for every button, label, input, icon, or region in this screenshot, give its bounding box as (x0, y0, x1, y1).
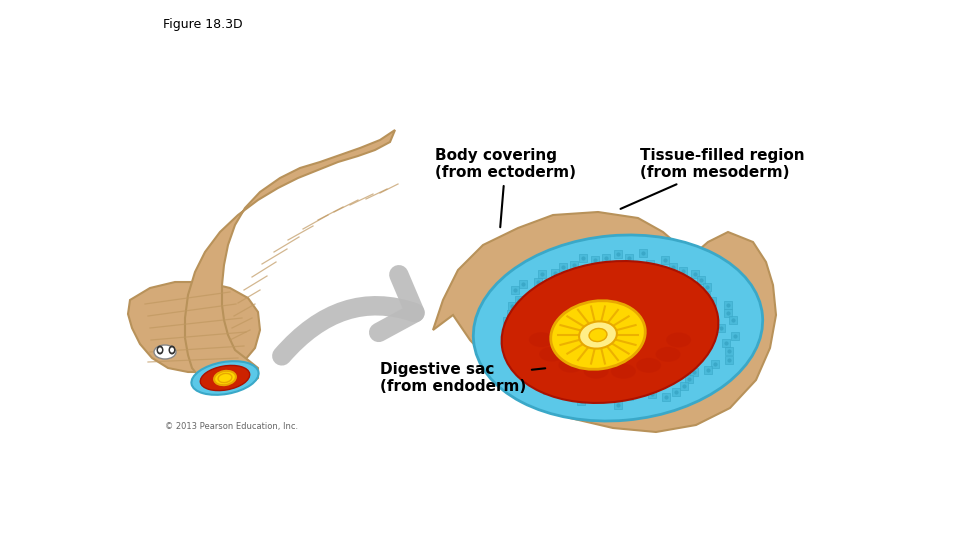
Bar (579, 254, 587, 262)
Bar (725, 355, 733, 363)
Text: Figure 18.3D: Figure 18.3D (163, 18, 243, 31)
Bar (724, 301, 732, 309)
Bar (570, 261, 578, 269)
Bar (503, 347, 511, 355)
Bar (679, 267, 686, 275)
Bar (509, 302, 516, 310)
Text: Digestive sac
(from endoderm): Digestive sac (from endoderm) (380, 362, 545, 394)
Bar (551, 269, 559, 277)
Bar (661, 256, 669, 264)
Text: © 2013 Pearson Education, Inc.: © 2013 Pearson Education, Inc. (165, 422, 299, 431)
Bar (662, 393, 670, 401)
Bar (539, 271, 546, 279)
Ellipse shape (502, 261, 718, 403)
Bar (591, 393, 599, 401)
Bar (702, 292, 709, 300)
Ellipse shape (559, 357, 584, 373)
Bar (543, 387, 551, 394)
Bar (708, 297, 716, 305)
Ellipse shape (169, 346, 176, 354)
Ellipse shape (636, 358, 661, 373)
Bar (512, 286, 519, 294)
Bar (690, 270, 699, 278)
Bar (717, 324, 725, 332)
Bar (509, 324, 516, 332)
Bar (725, 347, 732, 355)
Ellipse shape (156, 346, 163, 354)
Bar (711, 360, 719, 368)
Ellipse shape (529, 332, 554, 347)
Polygon shape (185, 130, 395, 388)
Bar (543, 374, 551, 382)
FancyArrowPatch shape (282, 275, 415, 356)
Bar (534, 278, 542, 286)
Bar (731, 332, 739, 340)
Bar (672, 388, 680, 396)
Bar (512, 353, 519, 361)
Bar (685, 375, 693, 383)
Bar (524, 357, 532, 365)
Bar (722, 339, 730, 347)
Ellipse shape (191, 361, 258, 395)
Ellipse shape (473, 235, 762, 421)
Bar (729, 316, 737, 325)
Text: Body covering
(from ectoderm): Body covering (from ectoderm) (435, 148, 576, 227)
Bar (504, 332, 512, 340)
Bar (515, 296, 522, 304)
Bar (559, 263, 566, 271)
Ellipse shape (611, 364, 636, 379)
Bar (646, 260, 655, 268)
Bar (690, 368, 698, 376)
Bar (724, 309, 732, 317)
Bar (508, 309, 516, 318)
Bar (516, 369, 525, 377)
Bar (501, 339, 510, 347)
Ellipse shape (540, 347, 564, 362)
Bar (697, 276, 706, 284)
Bar (577, 397, 585, 405)
Ellipse shape (214, 371, 236, 385)
Bar (614, 401, 622, 409)
Bar (626, 254, 634, 262)
Ellipse shape (154, 345, 176, 359)
Bar (530, 372, 539, 380)
Bar (603, 391, 611, 399)
Ellipse shape (201, 366, 250, 390)
Ellipse shape (584, 364, 609, 379)
Bar (703, 283, 710, 291)
Bar (705, 366, 712, 374)
Ellipse shape (589, 328, 607, 342)
Ellipse shape (170, 348, 174, 353)
Bar (519, 280, 527, 288)
Text: Tissue-filled region
(from mesoderm): Tissue-filled region (from mesoderm) (620, 148, 804, 209)
Polygon shape (433, 212, 776, 432)
Ellipse shape (551, 301, 645, 369)
Ellipse shape (158, 348, 162, 353)
Bar (614, 250, 622, 258)
Bar (625, 392, 634, 400)
Bar (603, 254, 611, 262)
Bar (669, 263, 677, 271)
Bar (591, 256, 599, 264)
Ellipse shape (656, 347, 681, 362)
Ellipse shape (666, 333, 691, 347)
Bar (639, 249, 647, 257)
Bar (503, 316, 512, 325)
Bar (572, 383, 581, 392)
Bar (680, 382, 687, 389)
Bar (648, 390, 656, 398)
Polygon shape (128, 282, 260, 372)
Bar (557, 387, 565, 395)
Bar (636, 388, 643, 396)
Ellipse shape (579, 321, 617, 349)
